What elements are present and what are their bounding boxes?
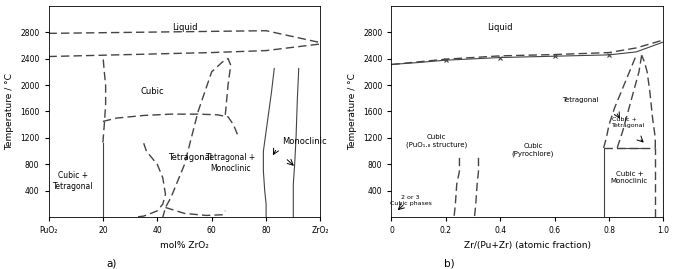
Y-axis label: Temperature / °C: Temperature / °C (348, 73, 358, 150)
Text: 2 or 3
Cubic phases: 2 or 3 Cubic phases (389, 195, 431, 207)
Text: Tetragonal: Tetragonal (562, 97, 598, 102)
Text: Cubic +
Monoclinic: Cubic + Monoclinic (611, 171, 648, 185)
Text: Tetragonal: Tetragonal (168, 153, 212, 162)
Text: Cubic: Cubic (140, 87, 163, 96)
X-axis label: mol% ZrO₂: mol% ZrO₂ (160, 241, 209, 250)
Y-axis label: Temperature / °C: Temperature / °C (5, 73, 15, 150)
Text: Cubic
(Pyrochlore): Cubic (Pyrochlore) (512, 143, 554, 157)
Text: Tetragonal +
Monoclinic: Tetragonal + Monoclinic (206, 153, 255, 173)
Text: Monoclinic: Monoclinic (282, 137, 327, 146)
Text: Cubic
(PuO₁.₈ structure): Cubic (PuO₁.₈ structure) (406, 134, 467, 148)
X-axis label: Zr/(Pu+Zr) (atomic fraction): Zr/(Pu+Zr) (atomic fraction) (464, 241, 591, 250)
Text: Cubic +
Tetragonal: Cubic + Tetragonal (53, 171, 93, 191)
Text: Cubic +
Tetragonal: Cubic + Tetragonal (612, 117, 645, 128)
Text: b): b) (443, 259, 454, 269)
Text: Liquid: Liquid (487, 23, 513, 32)
Text: Liquid: Liquid (171, 23, 197, 32)
Text: a): a) (106, 259, 117, 269)
